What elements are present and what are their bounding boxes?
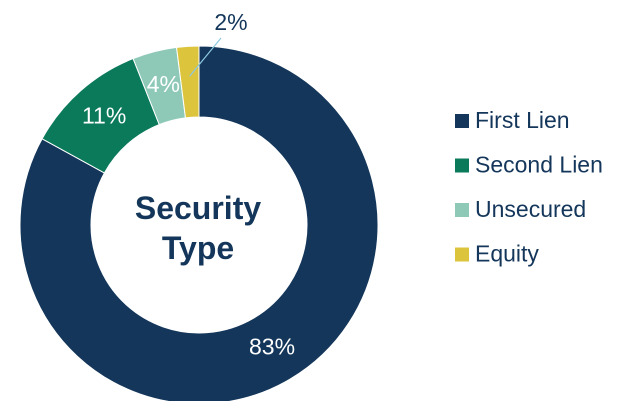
data-label: 2% — [214, 9, 247, 35]
donut-slice — [19, 45, 379, 401]
chart-title: Security Type — [134, 190, 262, 266]
legend-label: Unsecured — [475, 196, 586, 222]
data-label: 83% — [249, 334, 295, 360]
data-label: 11% — [82, 102, 126, 128]
leader-line — [189, 37, 222, 77]
donut-slice — [176, 45, 200, 119]
legend-swatch — [455, 203, 469, 217]
legend-swatch — [455, 247, 469, 262]
legend-label: First Lien — [475, 107, 570, 133]
legend-swatch — [455, 114, 469, 128]
data-label: 4% — [147, 71, 180, 97]
legend-swatch — [455, 158, 469, 173]
legend-label: Second Lien — [475, 152, 603, 178]
legend-label: Equity — [475, 241, 539, 267]
